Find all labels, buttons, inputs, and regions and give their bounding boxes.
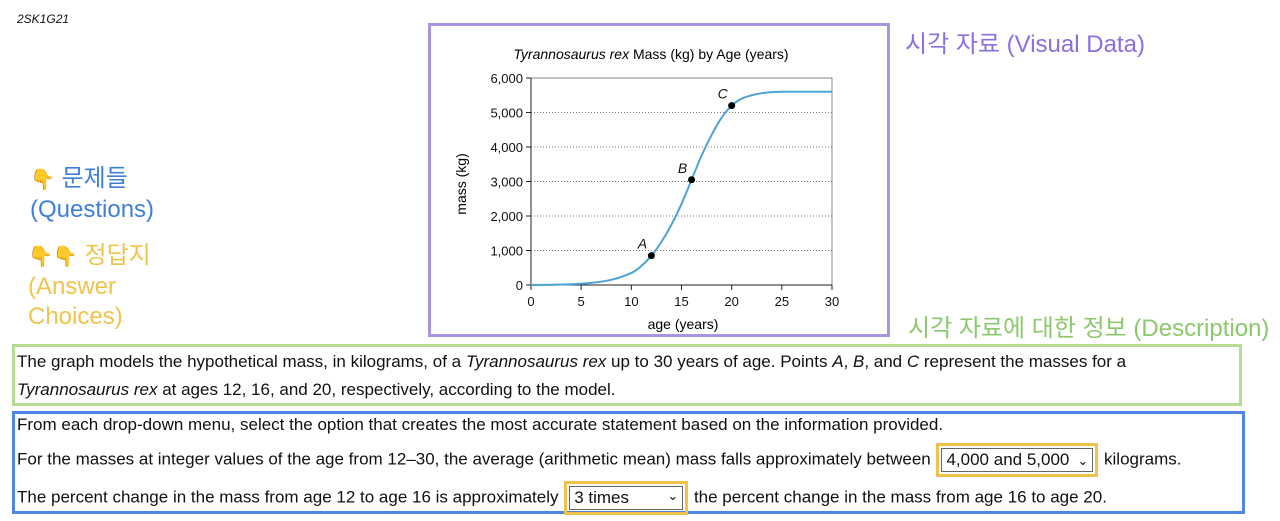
- chevron-down-icon: ⌄: [667, 488, 679, 503]
- point-b: [688, 176, 696, 184]
- questions-box: From each drop-down menu, select the opt…: [12, 411, 1245, 515]
- chart-title: Tyrannosaurus rex Mass (kg) by Age (year…: [513, 46, 788, 62]
- visual-data-label: 시각 자료 (Visual Data): [905, 31, 1145, 58]
- x-axis-label: age (years): [648, 316, 719, 332]
- question-1: For the masses at integer values of the …: [17, 443, 1181, 477]
- chart-title-rest: Mass (kg) by Age (years): [629, 46, 789, 62]
- answer-choices-label: 👇👇 정답지 (Answer Choices): [28, 241, 151, 332]
- question-1-suffix: kilograms.: [1104, 449, 1182, 469]
- y-tick-label: 5,000: [490, 106, 523, 121]
- average-mass-dropdown-value: 4,000 and 5,000: [946, 450, 1070, 469]
- y-tick-label: 2,000: [490, 209, 523, 224]
- x-tick-label: 5: [578, 294, 585, 309]
- percent-change-dropdown[interactable]: 3 times ⌄: [569, 486, 684, 510]
- x-tick-label: 10: [624, 294, 638, 309]
- mass-by-age-chart: Tyrannosaurus rex Mass (kg) by Age (year…: [453, 46, 839, 332]
- x-tick-label: 0: [527, 294, 534, 309]
- instructions-text: From each drop-down menu, select the opt…: [17, 415, 944, 434]
- point-a: [647, 252, 655, 260]
- chart-title-italic: Tyrannosaurus rex: [513, 46, 630, 62]
- x-tick-label: 25: [775, 294, 789, 309]
- questions-label: 👇 문제들 (Questions): [30, 164, 154, 225]
- y-tick-label: 4,000: [490, 140, 523, 155]
- x-tick-label: 20: [724, 294, 738, 309]
- pointing-down-icon: 👇: [30, 169, 55, 191]
- percent-change-dropdown-value: 3 times: [574, 488, 630, 507]
- mass-curve: [530, 90, 832, 286]
- point-label-a: A: [637, 236, 647, 252]
- point-label-c: C: [718, 86, 729, 102]
- description-label: 시각 자료에 대한 정보 (Description): [908, 315, 1270, 342]
- point-label-b: B: [678, 160, 687, 176]
- answer-choice-2-highlight: 3 times ⌄: [564, 481, 689, 515]
- questions-label-korean: 문제들: [61, 165, 128, 192]
- questions-label-english: (Questions): [30, 196, 155, 223]
- description-line-2: Tyrannosaurus rex at ages 12, 16, and 20…: [17, 380, 616, 399]
- y-tick-label: 6,000: [490, 71, 523, 86]
- question-2-text: The percent change in the mass from age …: [17, 487, 559, 507]
- question-2: The percent change in the mass from age …: [17, 481, 1107, 515]
- y-axis-label: mass (kg): [453, 153, 469, 214]
- visual-data-box: Tyrannosaurus rex Mass (kg) by Age (year…: [428, 23, 890, 337]
- description-box: The graph models the hypothetical mass, …: [12, 344, 1242, 406]
- average-mass-dropdown[interactable]: 4,000 and 5,000 ⌄: [941, 448, 1094, 472]
- answers-label-english-2: Choices): [28, 303, 123, 330]
- question-2-suffix: the percent change in the mass from age …: [693, 487, 1107, 507]
- x-tick-label: 15: [674, 294, 688, 309]
- x-tick-label: 30: [825, 294, 839, 309]
- description-line-1: The graph models the hypothetical mass, …: [17, 352, 1127, 371]
- y-tick-label: 1,000: [490, 244, 523, 259]
- point-c: [728, 102, 736, 110]
- pointing-down-icon: 👇: [28, 246, 53, 268]
- chevron-down-icon: ⌄: [1077, 453, 1089, 468]
- y-tick-label: 0: [516, 278, 523, 293]
- question-1-text: For the masses at integer values of the …: [17, 449, 931, 469]
- page-id: 2SK1G21: [17, 12, 70, 26]
- answer-choice-1-highlight: 4,000 and 5,000 ⌄: [936, 443, 1099, 477]
- y-tick-label: 3,000: [490, 175, 523, 190]
- pointing-down-icon: 👇: [52, 246, 78, 268]
- answers-label-english-1: (Answer: [28, 273, 117, 300]
- answers-label-korean: 정답지: [84, 242, 151, 269]
